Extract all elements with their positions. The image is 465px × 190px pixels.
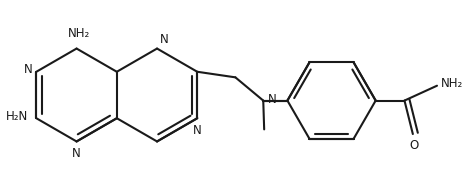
Text: N: N [24, 63, 33, 76]
Text: N: N [193, 124, 202, 137]
Text: H₂N: H₂N [6, 110, 28, 123]
Text: O: O [409, 139, 418, 152]
Text: N: N [160, 33, 169, 46]
Text: N: N [72, 147, 81, 160]
Text: NH₂: NH₂ [441, 77, 463, 90]
Text: NH₂: NH₂ [68, 27, 90, 40]
Text: N: N [268, 93, 277, 106]
